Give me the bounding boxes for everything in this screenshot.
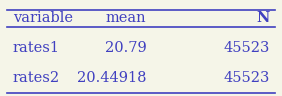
Text: variable: variable <box>13 11 72 25</box>
Text: 45523: 45523 <box>223 41 269 55</box>
Text: N: N <box>256 11 269 25</box>
Text: 20.79: 20.79 <box>105 41 147 55</box>
Text: mean: mean <box>106 11 147 25</box>
Text: rates2: rates2 <box>13 71 60 85</box>
Text: 20.44918: 20.44918 <box>77 71 147 85</box>
Text: rates1: rates1 <box>13 41 60 55</box>
Text: 45523: 45523 <box>223 71 269 85</box>
